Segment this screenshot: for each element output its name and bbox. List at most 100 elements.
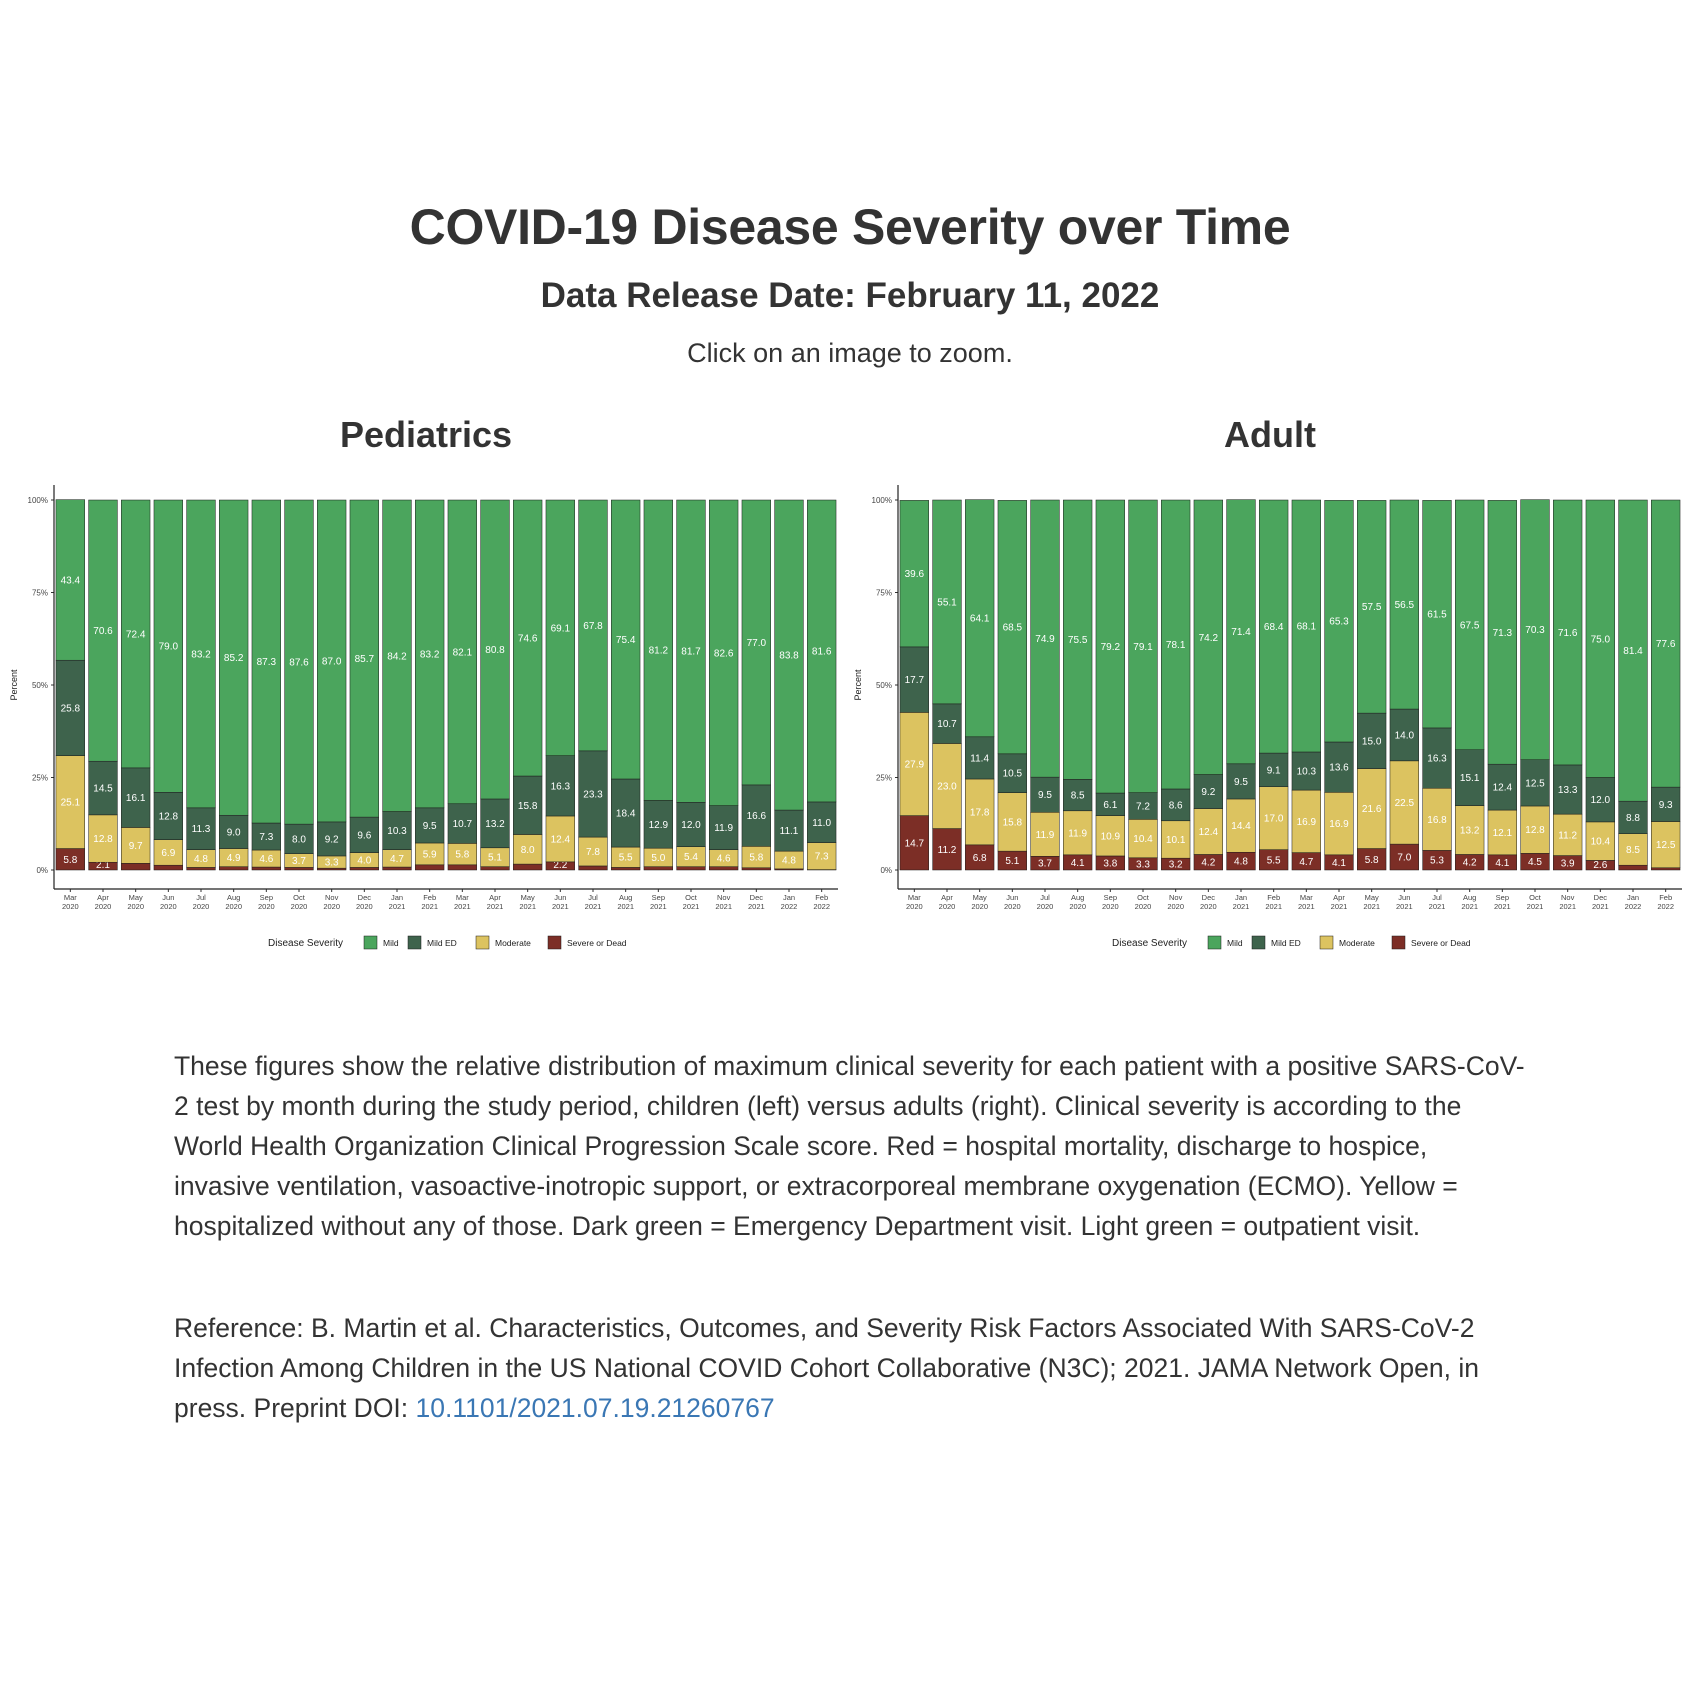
data-label: 77.0	[747, 638, 767, 649]
bar-segment-severe	[578, 865, 608, 871]
bar-segment-moderate	[899, 712, 929, 816]
bar-segment-mild	[643, 499, 673, 801]
bar-segment-mild	[1651, 499, 1681, 788]
x-tick-label-year: 2021	[1265, 902, 1282, 911]
x-tick-label-month: Nov	[1561, 893, 1575, 902]
data-label: 18.4	[616, 809, 636, 820]
data-label: 12.4	[1199, 827, 1219, 838]
bar-segment-mild	[1193, 499, 1223, 775]
x-tick-label-month: Jun	[1398, 893, 1410, 902]
data-label: 12.9	[649, 820, 669, 831]
data-label: 64.1	[970, 614, 990, 625]
data-label: 11.2	[938, 845, 957, 856]
data-label: 23.0	[937, 782, 957, 793]
legend-swatch-mild	[1207, 935, 1222, 950]
data-label: 10.7	[453, 819, 473, 830]
bar-segment-severe	[219, 866, 249, 871]
x-tick-label-year: 2020	[1037, 902, 1054, 911]
data-label: 67.5	[1460, 620, 1480, 631]
bar-segment-mild	[349, 499, 379, 818]
data-label: 14.0	[1395, 730, 1415, 741]
bar-segment-mild-ed	[186, 807, 216, 850]
x-tick-label-month: Jul	[588, 893, 598, 902]
bar-segment-moderate	[1487, 809, 1517, 856]
bar-segment-mild-ed	[513, 775, 543, 835]
data-label: 81.2	[649, 646, 669, 657]
x-tick-label-month: May	[1365, 893, 1379, 902]
data-label: 8.5	[1626, 845, 1640, 856]
bar-segment-mild-ed	[1193, 774, 1223, 809]
data-label: 55.1	[937, 597, 957, 608]
bar-segment-mild-ed	[1063, 779, 1093, 812]
bar-segment-mild-ed	[55, 659, 85, 756]
figure-description: These figures show the relative distribu…	[174, 1051, 1525, 1241]
bar-segment-severe	[513, 863, 543, 871]
data-label: 4.5	[1528, 857, 1542, 868]
data-label: 87.6	[289, 658, 309, 669]
bar-segment-mild	[1291, 499, 1321, 753]
data-label: 78.1	[1166, 640, 1186, 651]
data-label: 12.5	[1525, 778, 1545, 789]
data-label: 8.6	[1169, 800, 1183, 811]
data-label: 3.2	[1169, 860, 1183, 871]
y-tick-label: 0%	[880, 866, 892, 875]
data-label: 83.2	[420, 649, 440, 660]
bar-segment-mild-ed	[88, 760, 118, 816]
bar-segment-mild-ed	[1618, 800, 1648, 834]
pediatrics-chart: 0% 25% 50% 75% 100% Percent 5.8 25.1 25.8 43.4 Mar…	[9, 485, 838, 950]
data-label: 71.3	[1493, 628, 1513, 639]
bar-segment-mild	[709, 499, 739, 806]
data-label: 43.4	[61, 575, 81, 586]
x-tick-label-month: May	[973, 893, 987, 902]
bar-segment-severe	[153, 864, 183, 871]
x-tick-label-year: 2020	[906, 902, 923, 911]
data-label: 12.0	[681, 820, 701, 831]
adult-chart-image[interactable]: 0% 25% 50% 75% 100% Percent 14.7 27.9 17.7 39.6 Ma…	[852, 470, 1697, 960]
data-label: 39.6	[905, 569, 925, 580]
data-label: 5.8	[1365, 855, 1379, 866]
bar-segment-moderate	[932, 743, 962, 829]
data-label: 4.6	[717, 854, 731, 865]
legend-swatch-moderate	[475, 935, 490, 950]
bar-segment-mild	[1455, 499, 1485, 750]
pediatrics-chart-image[interactable]: 0% 25% 50% 75% 100% Percent 5.8 25.1 25.8 43.4 Mar…	[8, 470, 853, 960]
data-label: 9.5	[423, 821, 437, 832]
x-tick-label-month: Jul	[1432, 893, 1442, 902]
bar-segment-mild	[1324, 500, 1354, 743]
data-label: 72.4	[126, 629, 146, 640]
data-label: 4.1	[1495, 858, 1509, 869]
data-label: 68.1	[1297, 621, 1317, 632]
doi-link[interactable]: 10.1101/2021.07.19.21260767	[415, 1393, 775, 1423]
data-label: 10.3	[1297, 767, 1317, 778]
x-tick-label-month: Apr	[941, 893, 953, 902]
bar-segment-moderate	[1226, 798, 1256, 853]
data-label: 9.1	[1267, 765, 1281, 776]
data-label: 6.8	[973, 853, 987, 864]
x-tick-label-year: 2022	[813, 902, 830, 911]
legend-title: Disease Severity	[1112, 938, 1187, 949]
x-tick-label-month: Dec	[358, 893, 372, 902]
data-label: 84.2	[387, 651, 407, 662]
data-label: 61.5	[1427, 610, 1447, 621]
x-tick-label-month: Feb	[1267, 893, 1280, 902]
x-tick-label-year: 2020	[1102, 902, 1119, 911]
data-label: 77.6	[1656, 639, 1676, 650]
x-tick-label-year: 2020	[193, 902, 210, 911]
bar-segment-severe	[121, 863, 151, 871]
x-tick-label-month: Aug	[1071, 893, 1084, 902]
x-tick-label-month: Sep	[652, 893, 665, 902]
x-tick-label-month: Jun	[554, 893, 566, 902]
legend-entry: Mild ED	[1271, 938, 1301, 948]
bar-segment-mild	[415, 499, 445, 809]
bar-segment-severe	[382, 866, 412, 871]
x-tick-label-year: 2020	[1004, 902, 1021, 911]
x-tick-label-year: 2021	[1461, 902, 1478, 911]
bar-segment-mild	[1487, 500, 1517, 765]
bar-segment-mild-ed	[774, 809, 804, 852]
x-tick-label-month: Nov	[717, 893, 731, 902]
data-label: 79.2	[1101, 642, 1121, 653]
x-tick-label-month: Aug	[619, 893, 632, 902]
data-label: 9.2	[325, 834, 339, 845]
x-tick-label-year: 2021	[683, 902, 700, 911]
bar-segment-mild-ed	[1585, 777, 1615, 823]
